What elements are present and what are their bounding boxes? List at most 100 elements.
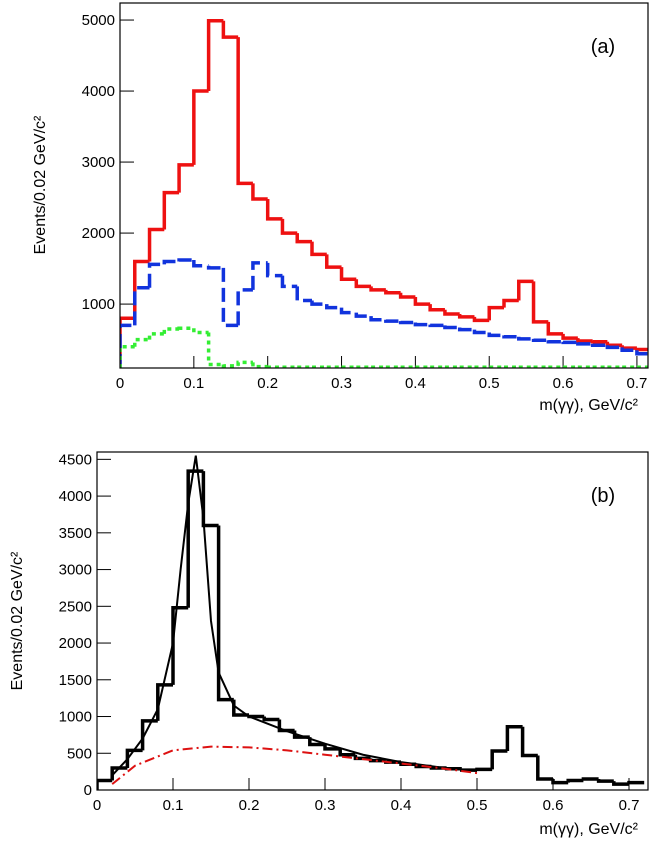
histogram-bin [339,307,357,315]
histogram-bin [265,365,283,368]
histogram-bin [487,332,504,338]
histogram-bin [620,345,637,350]
panel: 0 0.1 0.2 0.3 0.4 0.5 0.6 0.7 0 500 1000 1500 2000 25… [9,451,649,838]
x-tick-label: 0 [116,375,124,392]
histogram-bin [472,316,490,323]
x-tick-label: 0.7 [619,797,640,814]
histogram-bin [520,726,538,758]
x-tick-label: 0.4 [391,797,412,814]
histogram-bin [162,259,180,265]
histogram-bin [581,777,599,781]
y-axis-title: Events/0.02 GeV/c² [32,115,49,254]
x-tick-label: 0.3 [331,375,352,392]
y-axis-title: Events/0.02 GeV/c² [9,551,26,690]
histogram-bin [517,279,534,301]
y-tick-label: 4000 [82,83,115,100]
y-tick-label: 1500 [59,672,92,689]
y-tick-label: 4000 [59,488,92,505]
histogram-bin [295,233,312,244]
histogram-bin [502,335,519,339]
histogram-bin [177,258,194,262]
x-tick-label: 0.5 [467,797,488,814]
histogram-bin [206,19,224,92]
histogram-bin [472,329,490,335]
histogram-bin [369,316,386,322]
histogram-bin [262,716,280,722]
histogram-bin [487,305,504,321]
histogram-bin [354,279,372,289]
x-axis-title: m(γγ), GeV/c² [539,397,638,414]
panel: 0 0.1 0.2 0.3 0.4 0.5 0.6 0.7 1000 2000 3000 4000 50… [32,2,649,414]
histogram-bin [277,719,295,733]
histogram-bin [110,766,128,781]
histogram-bin [171,606,189,685]
histogram-bin [576,342,593,346]
histogram-bin [133,259,150,319]
histogram-bin [206,265,224,270]
y-tick-label: 2500 [59,598,92,615]
histogram-bin [561,340,578,345]
histogram-bin [443,325,460,330]
histogram-bin [339,267,357,281]
histogram-bin [398,320,416,325]
fit-curve [111,455,478,776]
histogram-bin [566,778,584,783]
histogram-bin [576,338,593,343]
histogram-bin [551,778,569,785]
histogram-bin [457,327,475,332]
histogram-bin [206,332,224,367]
histogram-bin [251,261,268,290]
histogram-bin [398,292,416,299]
histogram-bin [221,267,239,328]
histogram-bin [353,754,371,761]
histogram-bin [490,749,508,770]
histogram-bin [620,347,637,352]
x-tick-label: 0.6 [553,375,574,392]
x-tick-label: 0.6 [543,797,564,814]
histogram-bin [590,343,608,348]
histogram-bin [147,332,165,340]
histogram-bin [177,326,194,330]
y-tick-label: 2000 [59,635,92,652]
x-tick-label: 0.1 [163,797,184,814]
histogram-bin [457,314,475,319]
x-tick-label: 0.2 [257,375,278,392]
histogram-bin [295,286,312,303]
plot-area [120,19,648,368]
histogram-bin [627,780,645,785]
histogram-bin [236,288,253,326]
histogram-bin [384,289,401,295]
histogram-bin [133,337,150,347]
histogram-bin [120,323,135,368]
y-tick-label: 5000 [82,12,115,29]
histogram-bin [162,190,180,230]
y-tick-label: 3000 [59,562,92,579]
histogram-bin [635,350,648,356]
histogram-bin [502,298,519,308]
x-tick-label: 0.4 [405,375,426,392]
histogram-bin [265,198,283,221]
histogram-bin [531,338,549,343]
histogram-bin [505,725,523,752]
histogram-bin [561,333,578,340]
histogram-bin [369,286,386,292]
histogram-bin [517,336,534,341]
histogram-bin [221,20,239,39]
histogram-bin [177,163,194,193]
histogram-bin [325,254,342,269]
x-tick-label: 0.1 [183,375,204,392]
x-tick-label: 0 [93,797,101,814]
histogram-bin [201,471,219,528]
plot-frame [119,2,649,369]
histogram-bin [192,89,209,165]
histogram-bin [590,339,608,344]
histogram-bin [428,304,445,312]
x-tick-label: 0.3 [315,797,336,814]
histogram-bin [605,341,623,348]
panel-label: (a) [591,36,615,58]
histogram-bin [120,344,135,368]
x-tick-label: 0.7 [626,375,647,392]
histogram-bin [216,525,234,702]
histogram-bin [133,286,150,326]
plot-area [97,455,645,790]
